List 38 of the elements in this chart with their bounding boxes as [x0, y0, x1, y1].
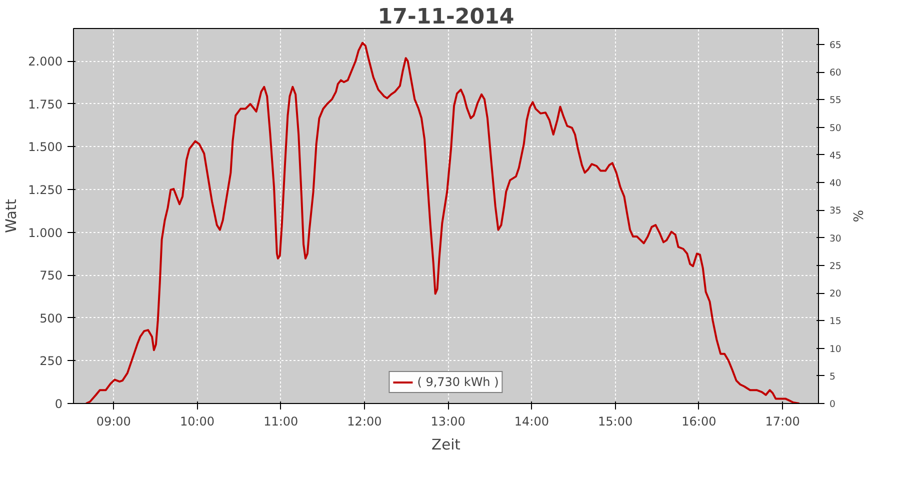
y2-tick-label: 0 [830, 399, 836, 410]
y2-tick-label: 35 [830, 206, 842, 217]
y2-tick-label: 15 [830, 316, 842, 328]
x-tick-label: 11:00 [264, 414, 298, 428]
x-tick-label: 15:00 [598, 414, 633, 428]
y-tick-label: 500 [40, 311, 62, 326]
y2-tick-label: 30 [830, 233, 842, 244]
legend-label: ( 9,730 kWh ) [417, 375, 499, 389]
y-tick-label: 1.250 [28, 182, 63, 197]
y-tick-label: 2.000 [28, 54, 63, 69]
y2-tick-label: 40 [830, 178, 842, 190]
y2-tick-label: 55 [830, 95, 842, 106]
y-tick-label: 1.500 [28, 140, 63, 154]
y-tick-label: 0 [54, 397, 63, 411]
chart-title: 17-11-2014 [378, 4, 514, 30]
x-tick-label: 14:00 [514, 414, 550, 428]
y-tick-label: 750 [40, 268, 62, 283]
x-axis-title: Zeit [432, 436, 461, 454]
x-tick-label: 09:00 [96, 414, 131, 428]
y2-tick-label: 5 [830, 371, 836, 382]
x-tick-label: 13:00 [430, 414, 466, 428]
y2-tick-label: 65 [830, 40, 842, 52]
y-tick-label: 1.750 [28, 97, 63, 112]
y2-tick-label: 50 [830, 122, 842, 134]
x-tick-label: 16:00 [682, 414, 716, 428]
x-tick-label: 10:00 [180, 414, 215, 428]
y2-axis-title: % [849, 210, 864, 222]
y-tick-label: 250 [40, 354, 62, 368]
y2-tick-label: 60 [830, 68, 842, 79]
y2-tick-label: 10 [830, 344, 842, 355]
y-tick-label: 1.000 [28, 226, 63, 240]
y2-tick-label: 45 [830, 150, 842, 162]
x-tick-label: 12:00 [347, 414, 382, 428]
line-series [85, 42, 800, 404]
y-axis-title: Watt [3, 198, 20, 234]
x-tick-label: 17:00 [765, 414, 800, 428]
y2-tick-label: 20 [830, 288, 842, 300]
y2-tick-label: 25 [830, 260, 842, 272]
